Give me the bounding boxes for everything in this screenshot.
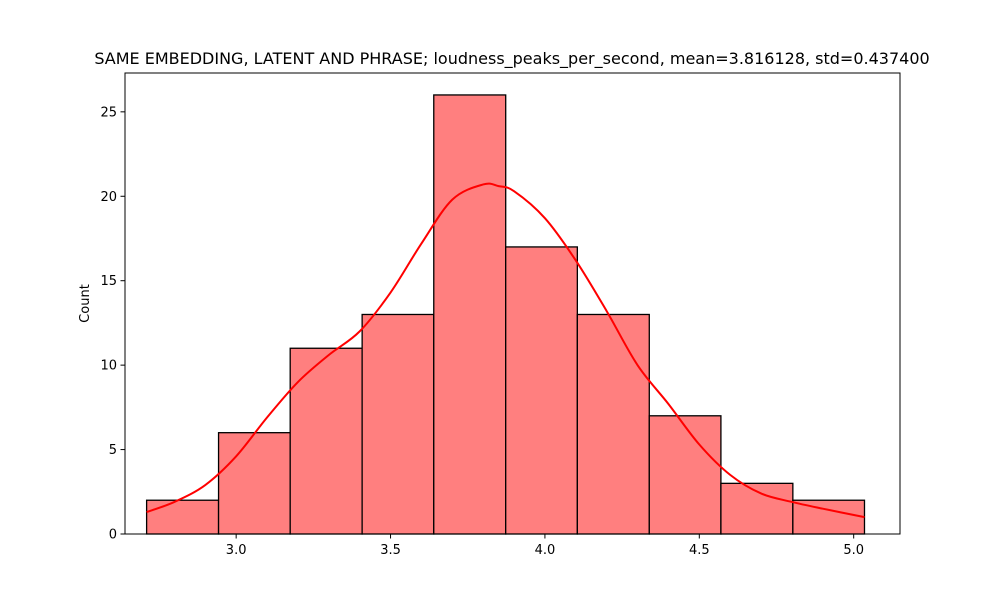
x-tick-label: 5.0 — [843, 543, 864, 558]
y-axis-label: Count — [78, 284, 93, 323]
y-tick-label: 25 — [100, 105, 117, 120]
x-tick-label: 4.5 — [689, 543, 710, 558]
x-tick-label: 3.5 — [380, 543, 401, 558]
histogram-bar — [433, 94, 507, 535]
y-tick-label: 15 — [100, 274, 117, 289]
histogram-bar — [145, 499, 220, 535]
kde-curve — [146, 182, 865, 519]
y-tick-label: 0 — [109, 528, 117, 543]
y-tick-label: 5 — [109, 443, 117, 458]
y-tick-label: 20 — [100, 190, 117, 205]
plot-area-frame — [124, 72, 901, 535]
histogram-bar — [505, 246, 578, 535]
histogram-bar — [361, 313, 435, 535]
x-tick-label: 4.0 — [535, 543, 556, 558]
y-tick-label: 10 — [100, 359, 117, 374]
x-axis: 3.0 3.5 4.0 4.5 5.0 — [226, 534, 864, 558]
chart-title: SAME EMBEDDING, LATENT AND PHRASE; loudn… — [94, 49, 929, 69]
histogram-bar — [289, 347, 363, 535]
histogram-bars — [145, 94, 866, 535]
x-tick-label: 3.0 — [226, 543, 247, 558]
histogram-bar — [576, 313, 650, 535]
y-axis: 0 5 10 15 20 25 — [100, 105, 125, 543]
histogram-bar — [217, 432, 291, 535]
histogram-bar — [648, 415, 722, 535]
